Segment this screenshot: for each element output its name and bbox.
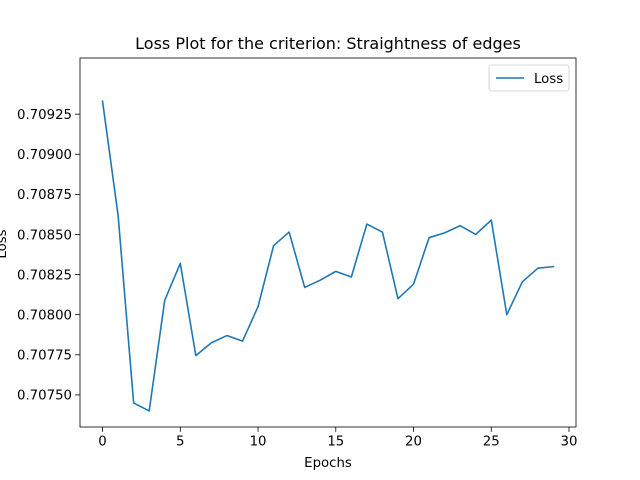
plot-area: 0 5 10 15 20 25 30 0.70750 0.70775 0.70800 0.70825… (17, 57, 578, 450)
y-tick-label: 0.70875 (17, 188, 72, 203)
x-tick-label: 5 (176, 435, 184, 450)
series-line-loss (101, 100, 555, 412)
legend-label-loss: Loss (534, 72, 563, 87)
y-tick-label: 0.70900 (17, 148, 72, 163)
y-tick-label: 0.70925 (17, 108, 72, 123)
x-tick-label: 10 (250, 435, 267, 450)
axes-frame (79, 57, 577, 428)
legend-box (488, 64, 570, 92)
y-tick-label: 0.70850 (17, 228, 72, 243)
x-tick-label: 0 (98, 435, 106, 450)
y-axis-label: Loss (0, 229, 10, 258)
x-tick-label: 30 (561, 435, 578, 450)
x-tick-label: 20 (405, 435, 422, 450)
y-tick-label: 0.70775 (17, 349, 72, 364)
x-tick-label: 25 (483, 435, 500, 450)
y-tick-label: 0.70800 (17, 308, 72, 323)
chart-title: Loss Plot for the criterion: Straightnes… (135, 34, 521, 53)
y-tick-label: 0.70825 (17, 268, 72, 283)
x-axis-label: Epochs (304, 456, 352, 471)
y-tick-label: 0.70750 (17, 389, 72, 404)
x-tick-label: 15 (327, 435, 344, 450)
